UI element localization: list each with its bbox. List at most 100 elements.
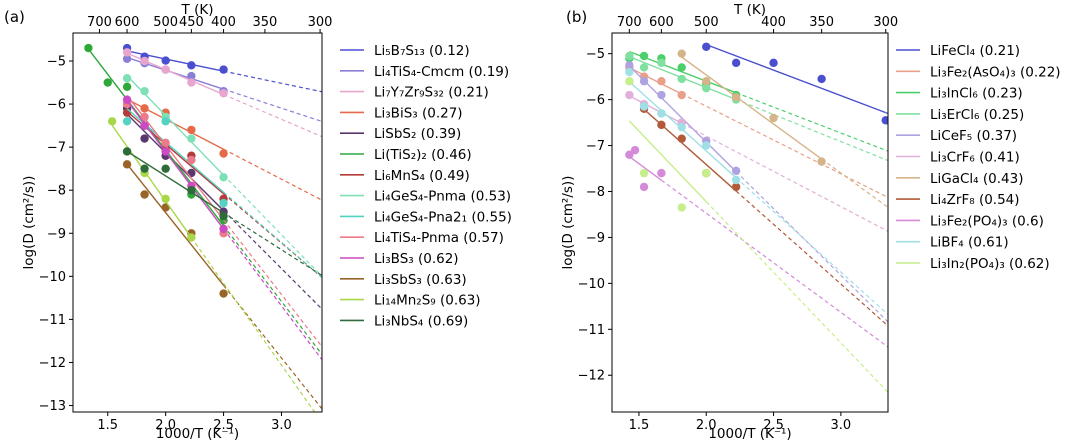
data-point bbox=[84, 43, 93, 53]
data-point bbox=[639, 51, 649, 61]
legend: LiFeCl₄ (0.21) Li₃Fe₂(AsO₄)₃ (0.22) Li₃InC… bbox=[896, 43, 1061, 272]
top-tick-label: 500 bbox=[694, 15, 719, 30]
legend: Li₅B₇S₁₃ (0.12) Li₄TiS₄-Cmcm (0.19) Li₇Y₇Z… bbox=[340, 43, 512, 329]
data-point bbox=[161, 138, 170, 148]
data-point bbox=[219, 149, 228, 158]
series-extrapolation-line bbox=[735, 98, 888, 162]
legend-item: LiFeCl₄ (0.21) bbox=[896, 43, 1020, 59]
legend-item: Li₃SbS₃ (0.63) bbox=[340, 272, 467, 288]
data-point bbox=[702, 141, 711, 150]
legend-label: Li₄TiS₄-Cmcm (0.19) bbox=[374, 64, 509, 80]
data-point bbox=[122, 160, 132, 169]
y-tick-label: −8 bbox=[47, 184, 66, 199]
data-point bbox=[731, 58, 741, 68]
data-point bbox=[140, 190, 149, 199]
data-point bbox=[140, 56, 149, 66]
data-point bbox=[161, 164, 170, 173]
series-0 bbox=[122, 43, 322, 93]
y-tick-label: −13 bbox=[39, 399, 66, 414]
y-tick-label: −5 bbox=[586, 47, 605, 62]
data-point bbox=[625, 60, 634, 70]
x-tick-label: 2.5 bbox=[763, 418, 784, 433]
top-tick-label: 500 bbox=[153, 15, 178, 30]
panel-label: (b) bbox=[566, 8, 587, 26]
series-8 bbox=[625, 145, 888, 348]
series-fit-line bbox=[628, 156, 662, 181]
data-point bbox=[122, 117, 132, 126]
data-point bbox=[657, 58, 666, 68]
data-point bbox=[625, 77, 634, 86]
top-tick-label: 600 bbox=[115, 15, 140, 30]
data-point bbox=[187, 71, 196, 81]
y-tick-label: −11 bbox=[578, 323, 605, 338]
top-tick-label: 600 bbox=[649, 15, 674, 30]
data-point bbox=[625, 51, 634, 61]
legend-label: Li₃In₂(PO₄)₃ (0.62) bbox=[930, 256, 1050, 272]
y-tick-label: −6 bbox=[47, 98, 66, 113]
series-fit-line bbox=[87, 48, 225, 227]
top-tick-label: 700 bbox=[617, 15, 642, 30]
series-extrapolation-line bbox=[190, 237, 316, 412]
legend-label: Li₃ErCl₆ (0.25) bbox=[930, 107, 1024, 123]
data-point bbox=[219, 198, 228, 208]
data-point bbox=[122, 147, 132, 156]
series-extrapolation-line bbox=[223, 70, 322, 93]
panel-label: (a) bbox=[4, 8, 25, 26]
top-tick-label: 400 bbox=[211, 15, 236, 30]
y-tick-label: −12 bbox=[39, 356, 66, 371]
data-point bbox=[769, 58, 778, 68]
y-tick-label: −12 bbox=[578, 369, 605, 384]
data-point bbox=[187, 233, 196, 242]
series-fit-line bbox=[629, 67, 683, 95]
data-point bbox=[140, 86, 149, 96]
x-tick-label: 3.0 bbox=[831, 418, 852, 433]
series-extrapolation-line bbox=[705, 201, 888, 393]
panel-b: (b) 1.5 2.0 2.5 3.0 −5 −6 −7 −8 −9 −10 −11 −12 700 600… bbox=[560, 2, 1061, 442]
data-point bbox=[219, 89, 228, 98]
data-point bbox=[161, 56, 170, 65]
data-point bbox=[677, 74, 686, 84]
data-point bbox=[219, 211, 228, 221]
data-point bbox=[677, 90, 686, 100]
series-fit-line bbox=[111, 125, 192, 238]
data-point bbox=[657, 120, 666, 130]
series-extrapolation-line bbox=[681, 93, 888, 199]
series-extrapolation-line bbox=[223, 284, 322, 410]
top-tick-label: 450 bbox=[179, 15, 204, 30]
legend-item: Li₃Fe₂(AsO₄)₃ (0.22) bbox=[896, 64, 1061, 80]
legend-item: Li₄TiS₄-Cmcm (0.19) bbox=[340, 64, 509, 80]
series-9 bbox=[122, 95, 322, 348]
y-tick-label: −5 bbox=[47, 54, 66, 69]
series-13 bbox=[122, 147, 322, 277]
legend-item: Li₃InCl₆ (0.23) bbox=[896, 86, 1023, 102]
data-point bbox=[122, 82, 132, 92]
data-point bbox=[639, 63, 649, 72]
data-point bbox=[140, 164, 149, 173]
series-fit-line bbox=[126, 100, 225, 230]
data-point bbox=[881, 116, 888, 125]
legend-label: Li(TiS₂)₂ (0.46) bbox=[374, 147, 472, 163]
legend-item: Li₄GeS₄-Pna2₁ (0.55) bbox=[340, 209, 512, 225]
series-fit-line bbox=[126, 163, 225, 286]
data-point bbox=[187, 155, 196, 165]
legend-item: LiBF₄ (0.61) bbox=[896, 235, 1009, 251]
series-fit-line bbox=[629, 95, 683, 124]
data-point bbox=[657, 109, 666, 118]
y-tick-label: −7 bbox=[586, 139, 605, 154]
series-extrapolation-line bbox=[223, 225, 322, 355]
plot-area bbox=[625, 42, 888, 393]
legend-item: Li₃BiS₃ (0.27) bbox=[340, 105, 463, 121]
legend-item: Li₃Fe₂(PO₄)₃ (0.6) bbox=[896, 213, 1044, 229]
x-tick-label: 1.5 bbox=[97, 418, 118, 433]
data-point bbox=[219, 65, 228, 74]
series-fit-line bbox=[628, 120, 707, 203]
data-point bbox=[161, 194, 170, 204]
data-point bbox=[702, 168, 711, 178]
data-point bbox=[639, 102, 649, 111]
series-3 bbox=[122, 98, 322, 201]
legend-label: Li₄ZrF₈ (0.54) bbox=[930, 192, 1020, 208]
series-6 bbox=[677, 49, 888, 208]
legend-label: Li₃Fe₂(AsO₄)₃ (0.22) bbox=[930, 64, 1061, 80]
legend-item: Li₃CrF₆ (0.41) bbox=[896, 150, 1020, 166]
